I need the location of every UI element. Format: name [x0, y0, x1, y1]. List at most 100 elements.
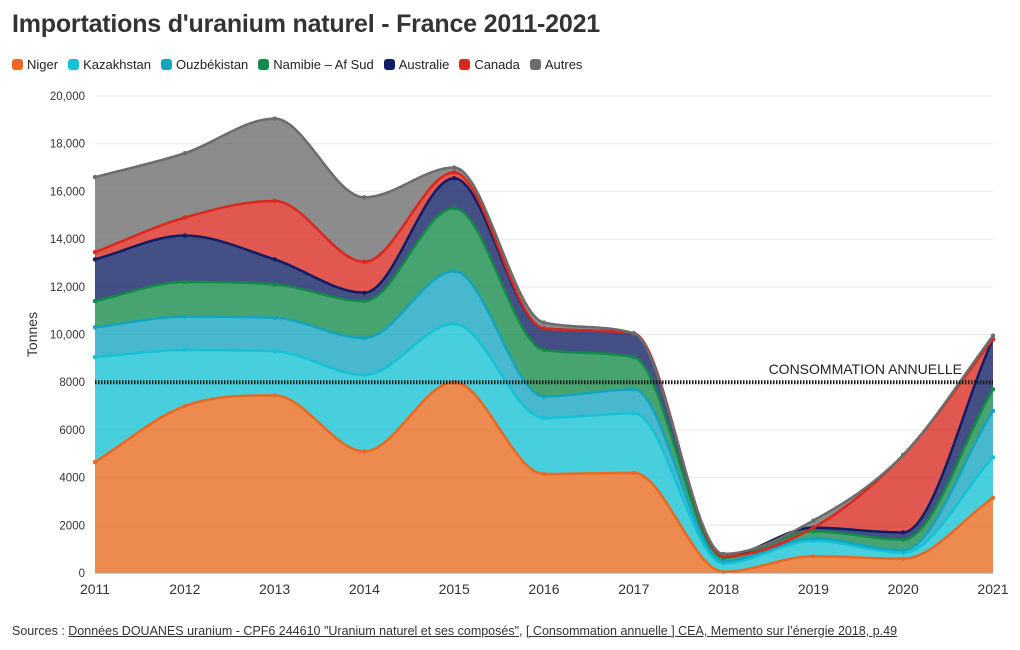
legend-swatch: [258, 59, 270, 70]
y-tick-label: 16,000: [50, 186, 85, 198]
data-point: [631, 354, 636, 360]
data-point: [182, 403, 187, 409]
data-point: [452, 170, 457, 175]
data-point: [92, 459, 98, 465]
legend-item-5[interactable]: Canada: [459, 57, 520, 72]
data-point: [92, 250, 98, 255]
data-point: [990, 387, 996, 392]
area-1: [95, 323, 993, 572]
data-point: [631, 470, 636, 476]
area-6: [95, 118, 993, 557]
y-tick-label: 6000: [59, 425, 85, 437]
source-separator: ,: [519, 624, 526, 638]
data-point: [272, 282, 277, 287]
data-point: [362, 195, 367, 200]
legend-item-3[interactable]: Namibie – Af Sud: [258, 57, 374, 72]
data-point: [990, 333, 996, 338]
legend-label: Australie: [398, 57, 450, 72]
data-point: [272, 257, 277, 262]
x-tick-label: 2016: [528, 581, 559, 597]
data-point: [541, 347, 547, 353]
data-point: [990, 455, 996, 460]
data-point: [901, 537, 906, 542]
data-point: [272, 116, 277, 121]
series-line-2: [94, 270, 995, 563]
data-point: [362, 290, 367, 295]
data-point: [990, 495, 996, 501]
legend-swatch: [529, 59, 541, 70]
legend-item-4[interactable]: Australie: [383, 57, 450, 72]
data-point: [811, 525, 816, 530]
data-point: [362, 449, 367, 454]
data-point: [901, 452, 906, 458]
data-point: [92, 298, 98, 304]
legend-item-0[interactable]: Niger: [12, 57, 58, 72]
x-tick-label: 2015: [439, 581, 470, 597]
data-point: [182, 279, 187, 285]
data-point: [631, 411, 636, 416]
y-tick-label: 14,000: [50, 234, 85, 246]
data-point: [721, 558, 726, 564]
x-tick-label: 2012: [169, 581, 200, 597]
data-point: [631, 387, 636, 392]
data-point: [92, 257, 98, 262]
data-point: [182, 347, 187, 353]
data-point: [990, 408, 996, 414]
legend-label: Kazakhstan: [83, 57, 152, 72]
data-point: [452, 321, 457, 326]
y-tick-label: 8000: [59, 377, 85, 389]
series-line-1: [94, 322, 994, 565]
data-point: [541, 415, 547, 421]
x-tick-label: 2011: [80, 581, 110, 597]
source-link-douanes[interactable]: Données DOUANES uranium - CPF6 244610 "U…: [68, 624, 520, 638]
x-tick-label: 2021: [977, 581, 1008, 597]
legend-label: Namibie – Af Sud: [273, 57, 374, 72]
legend-label: Niger: [27, 57, 59, 72]
source-prefix: Sources :: [12, 624, 69, 638]
data-point: [811, 518, 816, 523]
y-tick-label: 10,000: [50, 330, 85, 342]
data-point: [362, 335, 367, 341]
data-point: [92, 174, 98, 180]
legend-swatch: [68, 59, 80, 70]
legend-swatch: [383, 59, 395, 70]
y-tick-label: 2000: [59, 520, 85, 532]
reference-line-label: CONSOMMATION ANNUELLE: [769, 361, 962, 377]
data-point: [901, 548, 906, 553]
data-point: [452, 176, 457, 181]
area-3: [95, 208, 993, 562]
data-point: [631, 331, 636, 336]
source-link-cea[interactable]: [ Consommation annuelle ] CEA, Memento s…: [525, 624, 898, 638]
legend-label: Canada: [474, 57, 520, 72]
y-tick-label: 12,000: [50, 282, 85, 294]
data-point: [182, 151, 187, 156]
data-point: [92, 354, 98, 360]
data-point: [541, 320, 547, 325]
x-tick-label: 2020: [888, 581, 919, 597]
legend-swatch: [459, 59, 471, 70]
area-5: [95, 172, 993, 557]
y-tick-label: 4000: [59, 473, 85, 485]
data-point: [541, 471, 547, 477]
legend: Niger Kazakhstan Ouzbékistan Namibie – Af S…: [12, 57, 582, 72]
x-tick-label: 2014: [349, 581, 380, 597]
legend-label: Ouzbékistan: [176, 57, 249, 72]
data-point: [452, 205, 457, 211]
data-point: [901, 530, 906, 535]
data-point: [272, 198, 277, 204]
y-axis-label: Tonnes: [24, 312, 40, 357]
data-point: [721, 551, 726, 557]
source-note: Sources : Données DOUANES uranium - CPF6…: [12, 624, 897, 638]
data-point: [901, 556, 906, 561]
legend-item-6[interactable]: Autres: [529, 57, 582, 72]
legend-item-1[interactable]: Kazakhstan: [68, 57, 151, 72]
data-point: [362, 259, 367, 264]
x-tick-label: 2019: [798, 581, 829, 597]
data-point: [272, 315, 277, 321]
data-point: [182, 233, 187, 238]
data-point: [182, 215, 187, 220]
area-0: [95, 382, 993, 573]
data-point: [272, 348, 277, 354]
legend-item-2[interactable]: Ouzbékistan: [161, 57, 248, 72]
